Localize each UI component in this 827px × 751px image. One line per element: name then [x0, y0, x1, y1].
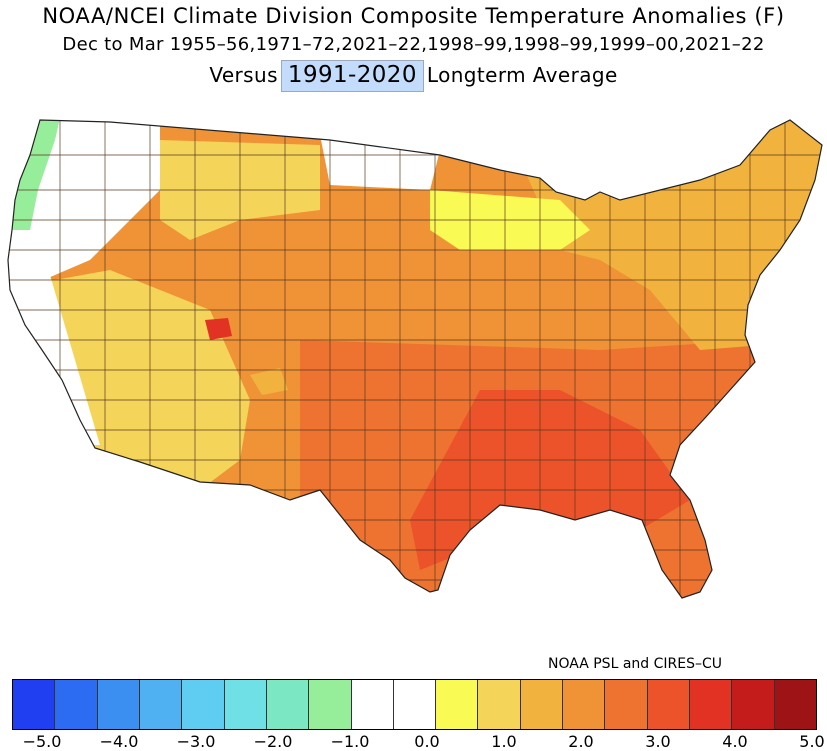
color-scale-tick-label: −1.0: [330, 732, 370, 751]
color-scale-cell: [563, 680, 606, 729]
color-scale-tick-label: 1.0: [491, 732, 517, 751]
color-scale-cell: [309, 680, 352, 729]
color-scale-cell: [139, 680, 183, 729]
color-scale-cell: [732, 680, 775, 729]
color-scale-tick-label: −5.0: [22, 732, 62, 751]
color-scale-cell: [605, 680, 648, 729]
color-scale-cell: [478, 680, 521, 729]
color-scale-cell: [351, 680, 394, 729]
map-subtitle-baseline: Versus 1991-2020 Longterm Average: [0, 60, 827, 92]
color-scale-tick-label: −2.0: [253, 732, 293, 751]
baseline-period-highlight: 1991-2020: [280, 60, 424, 92]
anomaly-fill-layer: [8, 120, 822, 598]
color-scale-cell: [55, 680, 98, 729]
color-scale-cell: [436, 680, 479, 729]
map-subtitle-seasons: Dec to Mar 1955–56,1971–72,2021–22,1998–…: [62, 34, 765, 55]
color-scale-cell: [182, 680, 225, 729]
region-colorado-hotspot: [250, 368, 288, 395]
color-scale-cell: [647, 680, 690, 729]
color-scale-ticks: −5.0 −4.0 −3.0 −2.0 −1.0 0.0 1.0 2.0 3.0 4.0 5.0: [12, 732, 825, 751]
division-boundaries: [8, 120, 822, 598]
color-scale-tick-label: 2.0: [568, 732, 594, 751]
baseline-suffix: Longterm Average: [426, 63, 618, 87]
us-climate-division-map: [7, 119, 823, 599]
color-scale-cell: [393, 680, 437, 729]
color-scale-cell: [13, 680, 56, 729]
color-scale-cell: [224, 680, 267, 729]
color-scale-tick-label: 3.0: [645, 732, 671, 751]
color-scale-tick-label: 0.0: [414, 732, 440, 751]
region-utah-hotspot: [205, 318, 232, 340]
color-scale-cell: [690, 680, 733, 729]
region-northern-plains: [320, 135, 440, 190]
color-scale-tick-label: −3.0: [176, 732, 216, 751]
color-scale-bar: [12, 679, 817, 730]
color-scale-cell: [520, 680, 564, 729]
color-scale-cell: [97, 680, 140, 729]
color-scale-cell: [774, 680, 816, 729]
baseline-prefix: Versus: [209, 63, 278, 87]
color-scale-tick-label: 4.0: [722, 732, 748, 751]
map-title: NOAA/NCEI Climate Division Composite Tem…: [42, 4, 785, 28]
credit-label: NOAA PSL and CIRES–CU: [548, 656, 722, 672]
color-scale-cell: [266, 680, 310, 729]
color-scale-tick-label: −4.0: [99, 732, 139, 751]
color-scale-tick-label: 5.0: [799, 732, 825, 751]
